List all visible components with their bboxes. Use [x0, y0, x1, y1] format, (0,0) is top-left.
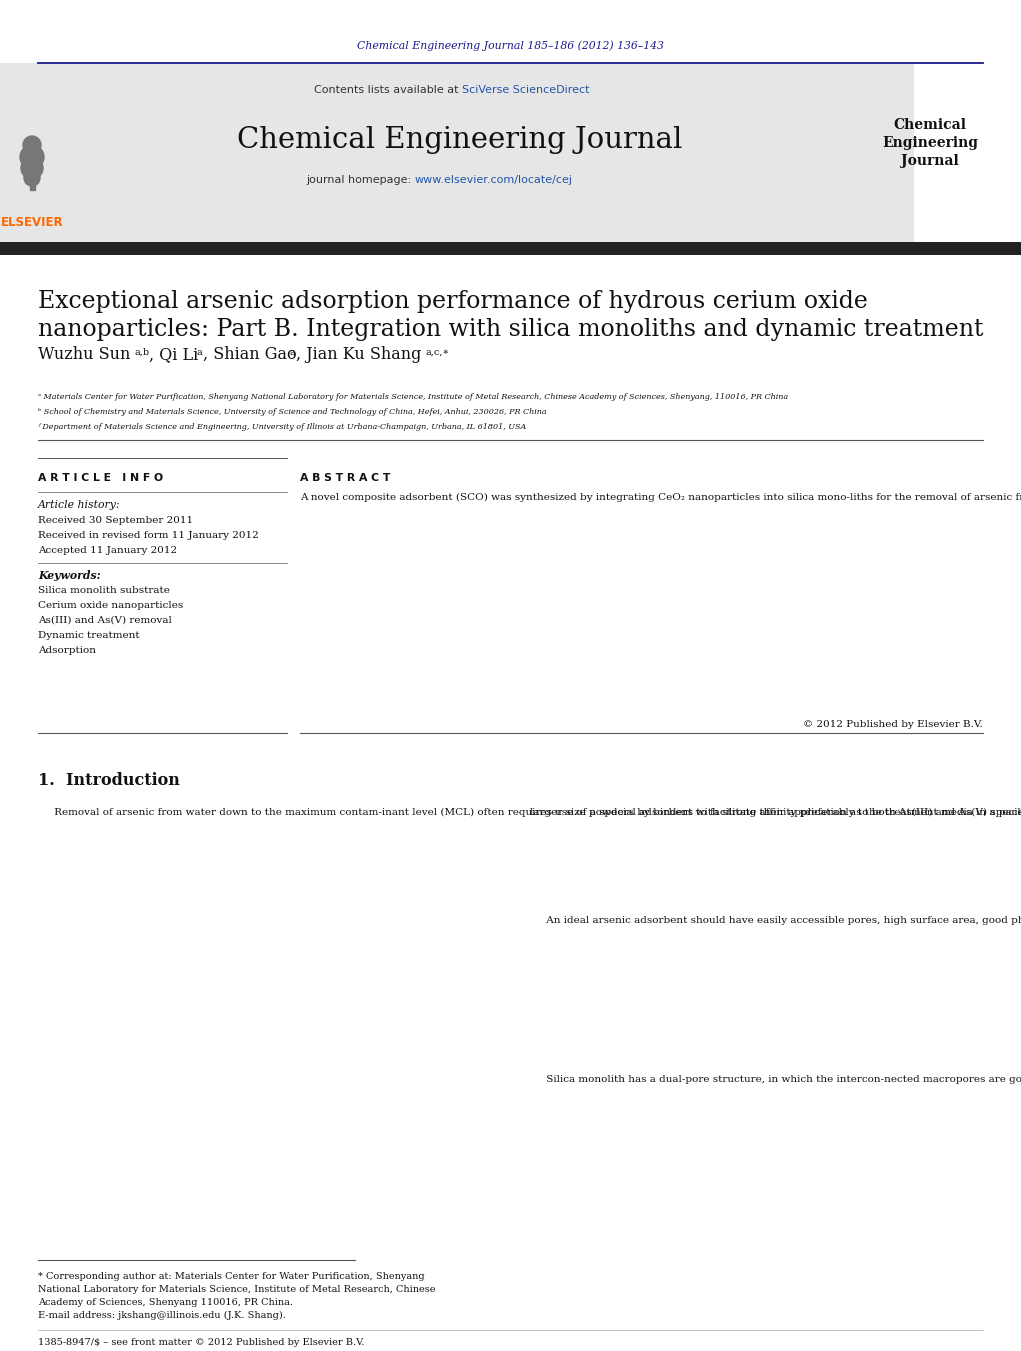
- Text: Silica monolith substrate: Silica monolith substrate: [38, 586, 169, 594]
- Circle shape: [21, 157, 43, 178]
- Bar: [30, 176, 35, 190]
- Text: As(III) and As(V) removal: As(III) and As(V) removal: [38, 616, 172, 626]
- Text: ᶠ Department of Materials Science and Engineering, University of Illinois at Urb: ᶠ Department of Materials Science and En…: [38, 423, 526, 431]
- Text: Exceptional arsenic adsorption performance of hydrous cerium oxide: Exceptional arsenic adsorption performan…: [38, 290, 868, 313]
- Text: SciVerse ScienceDirect: SciVerse ScienceDirect: [461, 85, 589, 95]
- Text: www.elsevier.com/locate/cej: www.elsevier.com/locate/cej: [415, 176, 573, 185]
- Text: ᵃ Materials Center for Water Purification, Shenyang National Laboratory for Mate: ᵃ Materials Center for Water Purificatio…: [38, 393, 788, 401]
- Circle shape: [23, 136, 41, 154]
- Text: Accepted 11 January 2012: Accepted 11 January 2012: [38, 546, 177, 555]
- Text: An ideal arsenic adsorbent should have easily accessible pores, high surface are: An ideal arsenic adsorbent should have e…: [530, 916, 1021, 925]
- Text: * Corresponding author at: Materials Center for Water Purification, Shenyang: * Corresponding author at: Materials Cen…: [38, 1273, 425, 1281]
- Text: Chemical
Engineering
Journal: Chemical Engineering Journal: [882, 118, 978, 168]
- Text: A novel composite adsorbent (SCO) was synthesized by integrating CeO₂ nanopartic: A novel composite adsorbent (SCO) was sy…: [300, 493, 1021, 503]
- Text: National Laboratory for Materials Science, Institute of Metal Research, Chinese: National Laboratory for Materials Scienc…: [38, 1285, 436, 1294]
- Text: E-mail address: jkshang@illinois.edu (J.K. Shang).: E-mail address: jkshang@illinois.edu (J.…: [38, 1310, 286, 1320]
- Text: © 2012 Published by Elsevier B.V.: © 2012 Published by Elsevier B.V.: [804, 720, 983, 730]
- Text: Chemical Engineering Journal 185–186 (2012) 136–143: Chemical Engineering Journal 185–186 (20…: [356, 41, 664, 51]
- Text: Wuzhu Sun: Wuzhu Sun: [38, 346, 131, 363]
- Text: Removal of arsenic from water down to the maximum contam-inant level (MCL) often: Removal of arsenic from water down to th…: [38, 808, 1021, 817]
- Text: Received 30 September 2011: Received 30 September 2011: [38, 516, 193, 526]
- Text: 1385-8947/$ – see front matter © 2012 Published by Elsevier B.V.: 1385-8947/$ – see front matter © 2012 Pu…: [38, 1337, 364, 1347]
- Text: a,c,∗: a,c,∗: [425, 349, 449, 357]
- Text: , Shian Gao: , Shian Gao: [203, 346, 297, 363]
- Text: nanoparticles: Part B. Integration with silica monoliths and dynamic treatment: nanoparticles: Part B. Integration with …: [38, 317, 983, 340]
- Text: Received in revised form 11 January 2012: Received in revised form 11 January 2012: [38, 531, 258, 540]
- Text: Dynamic treatment: Dynamic treatment: [38, 631, 140, 640]
- Text: Chemical Engineering Journal: Chemical Engineering Journal: [237, 126, 683, 154]
- Text: a,b: a,b: [134, 349, 149, 357]
- Text: Academy of Sciences, Shenyang 110016, PR China.: Academy of Sciences, Shenyang 110016, PR…: [38, 1298, 293, 1306]
- Text: Adsorption: Adsorption: [38, 646, 96, 655]
- Text: Silica monolith has a dual-pore structure, in which the intercon-nected macropor: Silica monolith has a dual-pore structur…: [530, 1075, 1021, 1084]
- Bar: [64, 63, 914, 243]
- Text: , Qi Li: , Qi Li: [149, 346, 198, 363]
- Text: Contents lists available at: Contents lists available at: [314, 85, 461, 95]
- Text: ᵇ School of Chemistry and Materials Science, University of Science and Technolog: ᵇ School of Chemistry and Materials Scie…: [38, 408, 546, 416]
- Circle shape: [20, 145, 44, 169]
- Bar: [0, 242, 1021, 255]
- Text: larger size powders by binders to facilitate their application as the treatment : larger size powders by binders to facili…: [530, 808, 1021, 817]
- Text: 1.  Introduction: 1. Introduction: [38, 771, 180, 789]
- Bar: [0, 63, 64, 243]
- Text: A B S T R A C T: A B S T R A C T: [300, 473, 390, 484]
- Text: Cerium oxide nanoparticles: Cerium oxide nanoparticles: [38, 601, 183, 611]
- Text: a: a: [289, 349, 295, 357]
- Text: , Jian Ku Shang: , Jian Ku Shang: [296, 346, 422, 363]
- Text: Keywords:: Keywords:: [38, 570, 101, 581]
- Text: Article history:: Article history:: [38, 500, 120, 509]
- Text: ELSEVIER: ELSEVIER: [1, 216, 63, 228]
- Text: journal homepage:: journal homepage:: [306, 176, 415, 185]
- Circle shape: [25, 170, 40, 186]
- Text: a: a: [196, 349, 202, 357]
- Text: A R T I C L E   I N F O: A R T I C L E I N F O: [38, 473, 163, 484]
